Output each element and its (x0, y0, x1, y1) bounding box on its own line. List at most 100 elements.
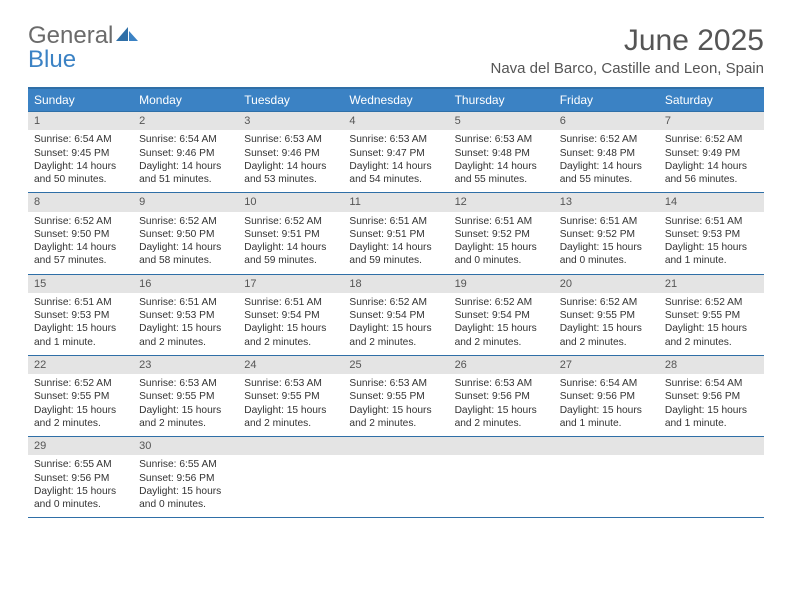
day-cell (238, 437, 343, 517)
day-body (343, 455, 448, 464)
sunrise-line: Sunrise: 6:54 AM (34, 133, 127, 146)
day-body: Sunrise: 6:53 AMSunset: 9:48 PMDaylight:… (449, 130, 554, 192)
sunset-line: Sunset: 9:48 PM (455, 147, 548, 160)
sunset-line: Sunset: 9:47 PM (349, 147, 442, 160)
day-body: Sunrise: 6:52 AMSunset: 9:54 PMDaylight:… (449, 293, 554, 355)
sunrise-line: Sunrise: 6:52 AM (244, 215, 337, 228)
sunrise-line: Sunrise: 6:52 AM (34, 377, 127, 390)
sunset-line: Sunset: 9:56 PM (139, 472, 232, 485)
day-body: Sunrise: 6:53 AMSunset: 9:56 PMDaylight:… (449, 374, 554, 436)
sunrise-line: Sunrise: 6:52 AM (560, 133, 653, 146)
day-cell: 26Sunrise: 6:53 AMSunset: 9:56 PMDayligh… (449, 356, 554, 436)
day-body: Sunrise: 6:52 AMSunset: 9:51 PMDaylight:… (238, 212, 343, 274)
day-cell: 4Sunrise: 6:53 AMSunset: 9:47 PMDaylight… (343, 112, 448, 192)
daylight-line: Daylight: 15 hours and 2 minutes. (349, 404, 442, 431)
day-number: 6 (554, 112, 659, 130)
day-header-cell: Thursday (449, 89, 554, 111)
daylight-line: Daylight: 15 hours and 2 minutes. (560, 322, 653, 349)
day-body: Sunrise: 6:51 AMSunset: 9:51 PMDaylight:… (343, 212, 448, 274)
week-row: 22Sunrise: 6:52 AMSunset: 9:55 PMDayligh… (28, 355, 764, 436)
day-cell: 29Sunrise: 6:55 AMSunset: 9:56 PMDayligh… (28, 437, 133, 517)
sunset-line: Sunset: 9:51 PM (244, 228, 337, 241)
day-cell: 12Sunrise: 6:51 AMSunset: 9:52 PMDayligh… (449, 193, 554, 273)
day-cell: 27Sunrise: 6:54 AMSunset: 9:56 PMDayligh… (554, 356, 659, 436)
sunrise-line: Sunrise: 6:53 AM (244, 377, 337, 390)
day-cell: 2Sunrise: 6:54 AMSunset: 9:46 PMDaylight… (133, 112, 238, 192)
day-number (238, 437, 343, 455)
week-row: 29Sunrise: 6:55 AMSunset: 9:56 PMDayligh… (28, 436, 764, 517)
sunrise-line: Sunrise: 6:51 AM (560, 215, 653, 228)
daylight-line: Daylight: 15 hours and 2 minutes. (455, 404, 548, 431)
daylight-line: Daylight: 14 hours and 56 minutes. (665, 160, 758, 187)
daylight-line: Daylight: 15 hours and 2 minutes. (244, 404, 337, 431)
day-body: Sunrise: 6:52 AMSunset: 9:48 PMDaylight:… (554, 130, 659, 192)
sunrise-line: Sunrise: 6:52 AM (665, 296, 758, 309)
day-body: Sunrise: 6:54 AMSunset: 9:45 PMDaylight:… (28, 130, 133, 192)
daylight-line: Daylight: 15 hours and 2 minutes. (349, 322, 442, 349)
sunrise-line: Sunrise: 6:52 AM (560, 296, 653, 309)
daylight-line: Daylight: 14 hours and 55 minutes. (560, 160, 653, 187)
sunset-line: Sunset: 9:54 PM (349, 309, 442, 322)
daylight-line: Daylight: 14 hours and 53 minutes. (244, 160, 337, 187)
day-cell: 20Sunrise: 6:52 AMSunset: 9:55 PMDayligh… (554, 275, 659, 355)
day-cell (554, 437, 659, 517)
daylight-line: Daylight: 15 hours and 2 minutes. (139, 404, 232, 431)
day-cell (659, 437, 764, 517)
day-cell: 7Sunrise: 6:52 AMSunset: 9:49 PMDaylight… (659, 112, 764, 192)
sunrise-line: Sunrise: 6:54 AM (560, 377, 653, 390)
day-number: 25 (343, 356, 448, 374)
day-cell: 15Sunrise: 6:51 AMSunset: 9:53 PMDayligh… (28, 275, 133, 355)
day-body: Sunrise: 6:54 AMSunset: 9:46 PMDaylight:… (133, 130, 238, 192)
sunrise-line: Sunrise: 6:51 AM (349, 215, 442, 228)
logo-text: General Blue (28, 24, 138, 72)
day-number (659, 437, 764, 455)
sunset-line: Sunset: 9:55 PM (34, 390, 127, 403)
daylight-line: Daylight: 14 hours and 55 minutes. (455, 160, 548, 187)
day-header-cell: Tuesday (238, 89, 343, 111)
day-number: 5 (449, 112, 554, 130)
day-body: Sunrise: 6:51 AMSunset: 9:53 PMDaylight:… (133, 293, 238, 355)
sunrise-line: Sunrise: 6:53 AM (349, 133, 442, 146)
page-subtitle: Nava del Barco, Castille and Leon, Spain (490, 60, 764, 77)
sunset-line: Sunset: 9:55 PM (244, 390, 337, 403)
sunrise-line: Sunrise: 6:51 AM (665, 215, 758, 228)
day-header-cell: Monday (133, 89, 238, 111)
daylight-line: Daylight: 14 hours and 54 minutes. (349, 160, 442, 187)
day-body: Sunrise: 6:53 AMSunset: 9:47 PMDaylight:… (343, 130, 448, 192)
day-body: Sunrise: 6:51 AMSunset: 9:52 PMDaylight:… (554, 212, 659, 274)
day-number: 23 (133, 356, 238, 374)
day-body: Sunrise: 6:55 AMSunset: 9:56 PMDaylight:… (28, 455, 133, 517)
day-cell (449, 437, 554, 517)
day-body: Sunrise: 6:52 AMSunset: 9:50 PMDaylight:… (28, 212, 133, 274)
sunrise-line: Sunrise: 6:54 AM (139, 133, 232, 146)
day-number: 3 (238, 112, 343, 130)
sunset-line: Sunset: 9:54 PM (455, 309, 548, 322)
day-number: 24 (238, 356, 343, 374)
day-body: Sunrise: 6:52 AMSunset: 9:50 PMDaylight:… (133, 212, 238, 274)
logo: General Blue (28, 24, 138, 72)
day-cell: 14Sunrise: 6:51 AMSunset: 9:53 PMDayligh… (659, 193, 764, 273)
sunset-line: Sunset: 9:53 PM (139, 309, 232, 322)
sunset-line: Sunset: 9:56 PM (560, 390, 653, 403)
day-body: Sunrise: 6:51 AMSunset: 9:52 PMDaylight:… (449, 212, 554, 274)
day-cell: 6Sunrise: 6:52 AMSunset: 9:48 PMDaylight… (554, 112, 659, 192)
day-number: 2 (133, 112, 238, 130)
logo-sail-icon (116, 22, 138, 49)
sunrise-line: Sunrise: 6:53 AM (139, 377, 232, 390)
day-number (554, 437, 659, 455)
sunrise-line: Sunrise: 6:51 AM (455, 215, 548, 228)
day-cell: 17Sunrise: 6:51 AMSunset: 9:54 PMDayligh… (238, 275, 343, 355)
sunrise-line: Sunrise: 6:52 AM (34, 215, 127, 228)
sunset-line: Sunset: 9:52 PM (455, 228, 548, 241)
sunset-line: Sunset: 9:56 PM (34, 472, 127, 485)
sunset-line: Sunset: 9:48 PM (560, 147, 653, 160)
day-cell: 11Sunrise: 6:51 AMSunset: 9:51 PMDayligh… (343, 193, 448, 273)
sunset-line: Sunset: 9:54 PM (244, 309, 337, 322)
day-body: Sunrise: 6:52 AMSunset: 9:55 PMDaylight:… (659, 293, 764, 355)
day-body: Sunrise: 6:53 AMSunset: 9:55 PMDaylight:… (238, 374, 343, 436)
daylight-line: Daylight: 15 hours and 2 minutes. (139, 322, 232, 349)
daylight-line: Daylight: 15 hours and 1 minute. (560, 404, 653, 431)
day-cell: 16Sunrise: 6:51 AMSunset: 9:53 PMDayligh… (133, 275, 238, 355)
day-number: 19 (449, 275, 554, 293)
day-header-cell: Saturday (659, 89, 764, 111)
